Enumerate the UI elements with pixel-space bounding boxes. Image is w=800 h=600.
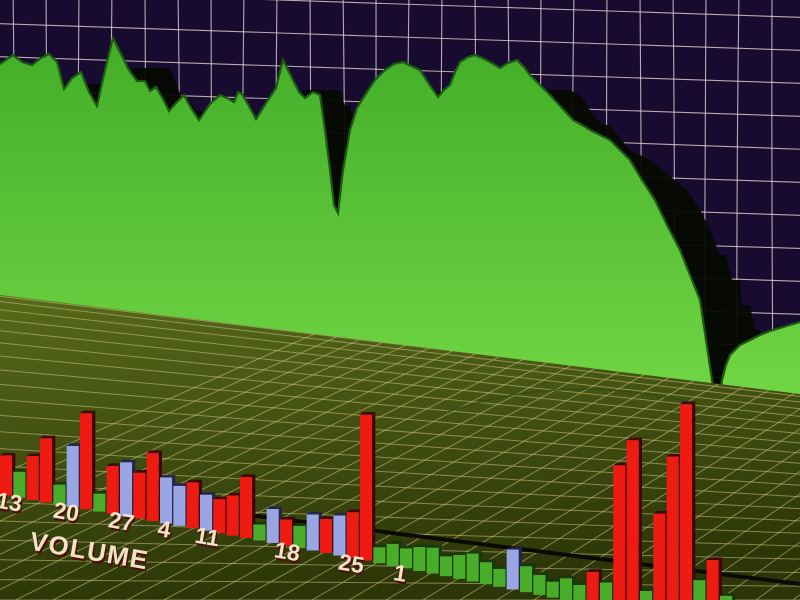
svg-text:18: 18 bbox=[273, 536, 303, 566]
svg-text:20: 20 bbox=[52, 497, 82, 527]
svg-text:25: 25 bbox=[337, 549, 367, 579]
svg-text:13: 13 bbox=[0, 487, 24, 517]
svg-text:11: 11 bbox=[193, 522, 222, 552]
svg-text:27: 27 bbox=[107, 506, 137, 536]
